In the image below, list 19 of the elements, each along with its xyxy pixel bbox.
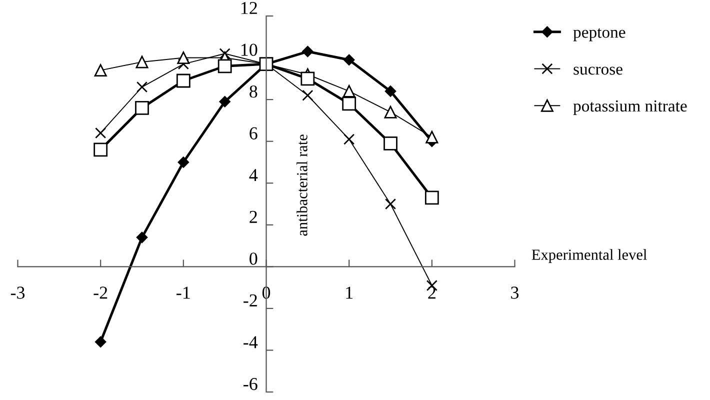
y-tick-label: -6 bbox=[244, 378, 258, 390]
y-tick-label: -4 bbox=[244, 336, 258, 348]
x-tick-label: -3 bbox=[10, 286, 25, 299]
y-tick-label: 4 bbox=[249, 169, 258, 182]
x-tick-label: 1 bbox=[346, 286, 353, 299]
y-tick-label: 10 bbox=[241, 44, 258, 56]
y-tick-label: 12 bbox=[241, 2, 257, 14]
y-axis-title: antibacterial rate bbox=[296, 134, 308, 236]
legend-label: sucrose bbox=[574, 66, 622, 75]
y-tick-label: 0 bbox=[250, 252, 258, 265]
legend-label: peptone bbox=[573, 28, 626, 42]
x-tick-label: 3 bbox=[511, 286, 519, 299]
y-tick-label: 8 bbox=[250, 85, 258, 98]
x-tick-label: -2 bbox=[94, 286, 108, 299]
legend-label: potassium nitrate bbox=[573, 100, 687, 115]
y-tick-label: 2 bbox=[250, 210, 257, 223]
x-tick-label: -1 bbox=[176, 286, 190, 299]
y-tick-label: 6 bbox=[250, 127, 258, 140]
x-axis-title: Experimental level bbox=[532, 249, 647, 263]
